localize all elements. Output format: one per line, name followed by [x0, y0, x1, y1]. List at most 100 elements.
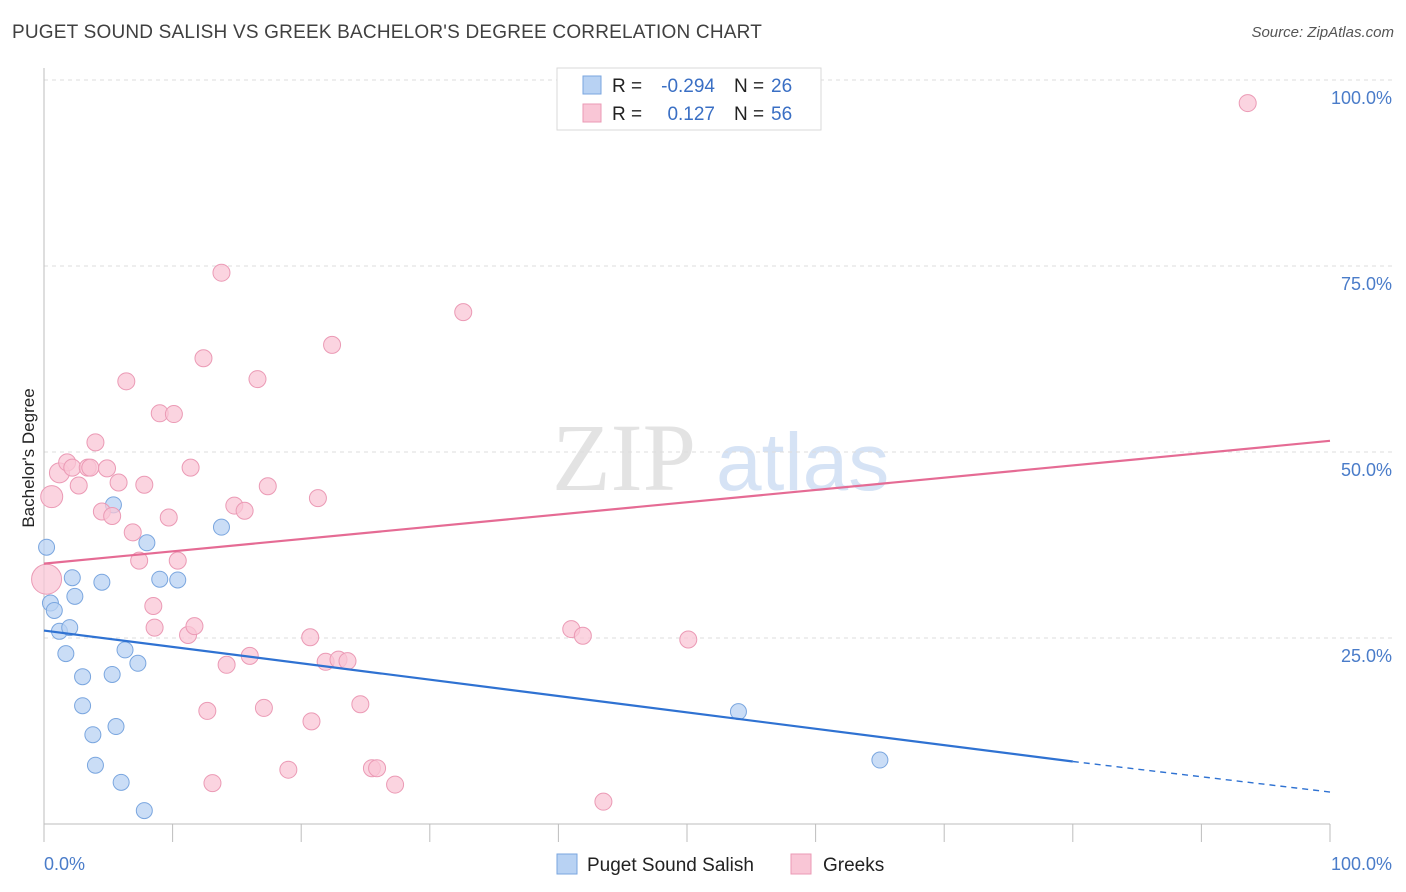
- point-greek-30: [217, 655, 236, 674]
- point-salish-18: [129, 654, 147, 672]
- point-greek-49: [454, 303, 473, 322]
- point-greek-22: [168, 551, 187, 570]
- point-salish-6: [63, 569, 81, 587]
- legend-swatch-pink: [582, 103, 602, 123]
- point-greek-35: [254, 698, 273, 717]
- point-greek-11: [103, 506, 122, 525]
- series-legend-swatch-pink: [790, 853, 812, 875]
- point-greek-42: [323, 335, 342, 354]
- point-greek-0: [31, 563, 63, 595]
- stats-legend: R = -0.294 N = 26 R = 0.127 N = 56: [556, 67, 822, 131]
- legend-n-value-1: 26: [771, 76, 792, 97]
- point-greek-55: [1238, 94, 1257, 113]
- y-tick-label-100: 100.0%: [1331, 88, 1392, 108]
- legend-r-label-2: R =: [612, 104, 642, 125]
- point-greek-53: [679, 630, 698, 649]
- point-greek-47: [368, 759, 387, 778]
- point-greek-34: [248, 370, 267, 389]
- x-tick-label-0: 0.0%: [44, 854, 85, 874]
- point-greek-1: [40, 485, 64, 509]
- point-greek-25: [185, 617, 204, 636]
- point-salish-2: [45, 601, 63, 619]
- point-greek-13: [117, 372, 136, 391]
- point-greek-14: [123, 523, 142, 542]
- point-greek-28: [203, 774, 222, 793]
- point-greek-4: [63, 458, 82, 477]
- series-legend-label-blue: Puget Sound Salish: [587, 855, 754, 876]
- point-salish-9: [74, 697, 92, 715]
- point-greek-52: [594, 792, 613, 811]
- point-salish-23: [212, 518, 230, 536]
- watermark-zip: ZIP: [552, 404, 696, 511]
- point-salish-4: [57, 645, 75, 663]
- series-legend: Puget Sound Salish Greeks: [556, 853, 884, 876]
- point-greek-32: [235, 501, 254, 520]
- point-salish-5: [61, 619, 79, 637]
- point-greek-45: [351, 695, 370, 714]
- trend-lines: [43, 439, 1331, 793]
- point-greek-16: [135, 475, 154, 494]
- point-greek-48: [386, 775, 405, 794]
- point-salish-19: [135, 802, 153, 820]
- point-greek-36: [258, 477, 277, 496]
- y-axis-title: Bachelor's Degree: [19, 388, 38, 527]
- point-greek-51: [573, 626, 592, 645]
- point-greek-7: [81, 458, 100, 477]
- point-greek-39: [302, 712, 321, 731]
- trend-line-greeks: [43, 439, 1331, 565]
- legend-n-value-2: 56: [771, 104, 792, 125]
- point-greek-40: [308, 489, 327, 508]
- y-tick-label-50: 50.0%: [1341, 460, 1392, 480]
- point-greek-5: [69, 476, 88, 495]
- watermark-atlas: atlas: [716, 417, 889, 508]
- chart-source: Source: ZipAtlas.com: [1251, 24, 1394, 41]
- point-greek-18: [145, 618, 164, 637]
- series-legend-swatch-blue: [556, 853, 578, 875]
- point-greek-15: [130, 551, 149, 570]
- point-greek-37: [279, 760, 298, 779]
- axes: [43, 68, 1331, 842]
- point-salish-16: [112, 773, 130, 791]
- point-greek-10: [98, 459, 117, 478]
- y-tick-label-25: 25.0%: [1341, 646, 1392, 666]
- chart-title: PUGET SOUND SALISH VS GREEK BACHELOR'S D…: [12, 22, 763, 43]
- legend-n-label-2: N =: [734, 104, 764, 125]
- x-tick-label-100: 100.0%: [1331, 854, 1392, 874]
- point-salish-22: [169, 571, 187, 589]
- point-salish-0: [38, 538, 56, 556]
- legend-n-label-1: N =: [734, 76, 764, 97]
- point-salish-12: [93, 573, 111, 591]
- point-salish-15: [107, 718, 125, 736]
- legend-r-value-1: -0.294: [661, 76, 715, 97]
- point-greek-38: [301, 628, 320, 647]
- legend-r-label-1: R =: [612, 76, 642, 97]
- point-salish-13: [103, 665, 121, 683]
- point-salish-7: [66, 587, 84, 605]
- point-salish-11: [86, 756, 104, 774]
- y-tick-label-75: 75.0%: [1341, 274, 1392, 294]
- point-greek-26: [194, 349, 213, 368]
- point-greek-8: [86, 433, 105, 452]
- point-salish-20: [138, 534, 156, 552]
- point-greek-29: [212, 263, 231, 282]
- tick-labels: 25.0% 50.0% 75.0% 100.0% 0.0% 100.0%: [44, 88, 1392, 874]
- point-salish-10: [84, 726, 102, 744]
- point-greek-44: [338, 652, 357, 671]
- legend-swatch-blue: [582, 75, 602, 95]
- point-salish-21: [151, 570, 169, 588]
- trend-line-salish: [43, 629, 1073, 763]
- point-greek-24: [181, 458, 200, 477]
- series-legend-label-pink: Greeks: [823, 855, 884, 876]
- point-greek-21: [164, 405, 183, 424]
- point-greek-12: [109, 473, 128, 492]
- point-salish-17: [116, 641, 134, 659]
- point-greek-17: [144, 597, 163, 616]
- point-salish-8: [74, 668, 92, 686]
- grid-lines: [44, 79, 1392, 639]
- legend-r-value-2: 0.127: [667, 104, 715, 125]
- point-salish-25: [871, 751, 889, 769]
- point-greek-20: [159, 508, 178, 527]
- point-greek-27: [198, 701, 217, 720]
- trend-line-salish-extension: [1072, 760, 1331, 793]
